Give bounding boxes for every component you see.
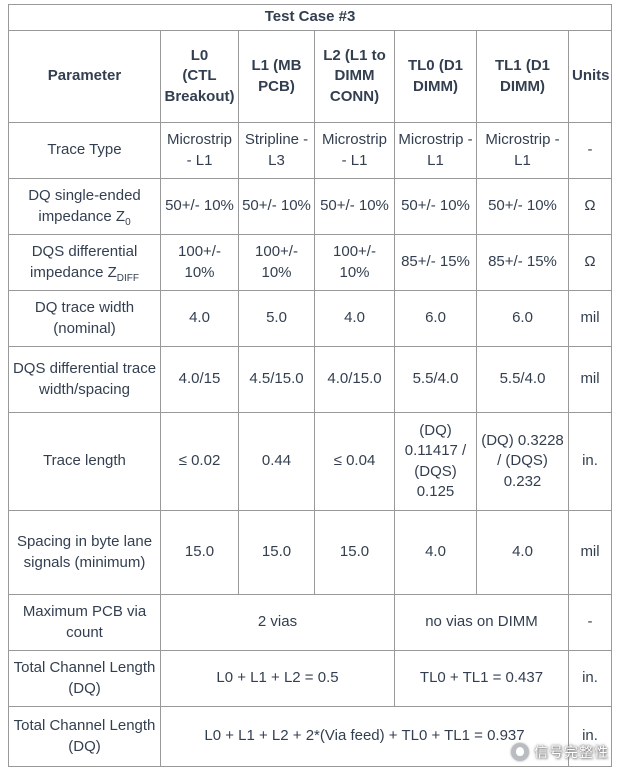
value-cell: 50+/- 10% — [238, 178, 315, 235]
param-cell: Trace length — [8, 412, 161, 511]
param-cell: Spacing in byte lane signals (minimum) — [8, 510, 161, 595]
table-row-trace-type: Trace Type Microstrip - L1 Stripline - L… — [8, 122, 613, 179]
value-cell: 4.0/15.0 — [314, 346, 395, 413]
units-cell: mil — [567, 290, 613, 347]
param-text: DQS differential impedance Z — [30, 243, 138, 281]
table-title: Test Case #3 — [7, 4, 613, 31]
table-row-dqs-width-spacing: DQS differential trace width/spacing 4.0… — [8, 346, 613, 413]
value-cell: 6.0 — [476, 290, 569, 347]
units-cell: in. — [567, 706, 613, 767]
merged-value-cell-left: 2 vias — [160, 594, 395, 651]
units-cell: Ω — [567, 234, 613, 291]
col-header-l2: L2 (L1 to DIMM CONN) — [314, 30, 395, 123]
units-cell: in. — [567, 650, 613, 707]
value-cell: 100+/- 10% — [238, 234, 315, 291]
param-cell: Trace Type — [8, 122, 161, 179]
value-cell: (DQ) 0.11417 / (DQS) 0.125 — [394, 412, 477, 511]
merged-value-cell-right: TL0 + TL1 = 0.437 — [394, 650, 569, 707]
merged-value-cell-left: L0 + L1 + L2 = 0.5 — [160, 650, 395, 707]
col-header-units: Units — [567, 30, 613, 123]
param-subscript: DIFF — [116, 272, 139, 284]
col-header-tl1: TL1 (D1 DIMM) — [476, 30, 569, 123]
units-cell: mil — [567, 510, 613, 595]
col-header-l0: L0 (CTL Breakout) — [160, 30, 239, 123]
col-header-tl0: TL0 (D1 DIMM) — [394, 30, 477, 123]
param-cell: Maximum PCB via count — [8, 594, 161, 651]
param-cell: Total Channel Length (DQ) — [8, 706, 161, 767]
value-cell: 4.0 — [160, 290, 239, 347]
merged-value-cell-right: no vias on DIMM — [394, 594, 569, 651]
value-cell: 4.5/15.0 — [238, 346, 315, 413]
units-cell: in. — [567, 412, 613, 511]
value-cell: 50+/- 10% — [476, 178, 569, 235]
col-header-parameter: Parameter — [8, 30, 161, 123]
value-cell: 15.0 — [238, 510, 315, 595]
units-cell: Ω — [567, 178, 613, 235]
table-row-total-channel-length-1: Total Channel Length (DQ) L0 + L1 + L2 =… — [8, 650, 613, 707]
value-cell: 5.5/4.0 — [476, 346, 569, 413]
value-cell: 4.0 — [394, 510, 477, 595]
title-row: Test Case #3 — [7, 4, 613, 31]
value-cell: Stripline - L3 — [238, 122, 315, 179]
value-cell: 5.0 — [238, 290, 315, 347]
value-cell: ≤ 0.02 — [160, 412, 239, 511]
table-row-total-channel-length-2: Total Channel Length (DQ) L0 + L1 + L2 +… — [8, 706, 613, 767]
units-cell: - — [567, 594, 613, 651]
units-cell: mil — [567, 346, 613, 413]
value-cell: 50+/- 10% — [394, 178, 477, 235]
param-cell: DQS differential trace width/spacing — [8, 346, 161, 413]
value-cell: 4.0/15 — [160, 346, 239, 413]
param-cell: DQS differential impedance ZDIFF — [8, 234, 161, 291]
value-cell: Microstrip - L1 — [476, 122, 569, 179]
value-cell: 15.0 — [160, 510, 239, 595]
value-cell: 50+/- 10% — [314, 178, 395, 235]
value-cell: 100+/- 10% — [160, 234, 239, 291]
value-cell: ≤ 0.04 — [314, 412, 395, 511]
value-cell: 85+/- 15% — [394, 234, 477, 291]
value-cell: Microstrip - L1 — [394, 122, 477, 179]
value-cell: 50+/- 10% — [160, 178, 239, 235]
value-cell: (DQ) 0.3228 / (DQS) 0.232 — [476, 412, 569, 511]
units-cell: - — [567, 122, 613, 179]
merged-value-cell-full: L0 + L1 + L2 + 2*(Via feed) + TL0 + TL1 … — [160, 706, 569, 767]
param-subscript: 0 — [125, 216, 131, 228]
table-row-max-via-count: Maximum PCB via count 2 vias no vias on … — [8, 594, 613, 651]
value-cell: 100+/- 10% — [314, 234, 395, 291]
table-row-byte-lane-spacing: Spacing in byte lane signals (minimum) 1… — [8, 510, 613, 595]
value-cell: 85+/- 15% — [476, 234, 569, 291]
value-cell: 4.0 — [476, 510, 569, 595]
value-cell: 0.44 — [238, 412, 315, 511]
value-cell: 6.0 — [394, 290, 477, 347]
header-row: Parameter L0 (CTL Breakout) L1 (MB PCB) … — [8, 30, 613, 123]
table-row-dq-impedance: DQ single-ended impedance Z0 50+/- 10% 5… — [8, 178, 613, 235]
table-row-dq-trace-width: DQ trace width (nominal) 4.0 5.0 4.0 6.0… — [8, 290, 613, 347]
value-cell: 5.5/4.0 — [394, 346, 477, 413]
test-case-table: Test Case #3 Parameter L0 (CTL Breakout)… — [7, 4, 613, 767]
table-row-dqs-impedance: DQS differential impedance ZDIFF 100+/- … — [8, 234, 613, 291]
param-cell: DQ single-ended impedance Z0 — [8, 178, 161, 235]
col-header-l1: L1 (MB PCB) — [238, 30, 315, 123]
param-text: DQ single-ended impedance Z — [28, 187, 141, 225]
param-cell: DQ trace width (nominal) — [8, 290, 161, 347]
value-cell: Microstrip - L1 — [314, 122, 395, 179]
param-cell: Total Channel Length (DQ) — [8, 650, 161, 707]
value-cell: Microstrip - L1 — [160, 122, 239, 179]
value-cell: 4.0 — [314, 290, 395, 347]
table-row-trace-length: Trace length ≤ 0.02 0.44 ≤ 0.04 (DQ) 0.1… — [8, 412, 613, 511]
value-cell: 15.0 — [314, 510, 395, 595]
